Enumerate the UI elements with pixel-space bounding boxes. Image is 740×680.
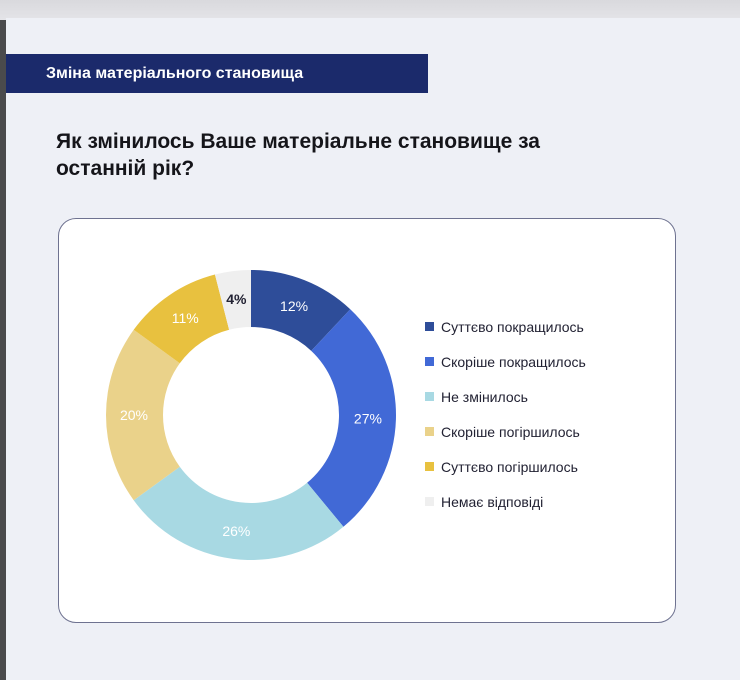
slice-value-label: 26%: [222, 523, 250, 539]
legend-item: Суттєво покращилось: [425, 309, 586, 344]
legend-label: Не змінилось: [441, 388, 528, 405]
donut-slice: [251, 270, 351, 351]
legend-item: Скоріше погіршилось: [425, 414, 586, 449]
chart-card: 12% 27% 26% 20% 11% 4% Суттєво покращилось Ско…: [58, 218, 676, 623]
chart-legend: Суттєво покращилось Скоріше покращилось Не…: [425, 309, 586, 519]
slice-value-label: 11%: [172, 310, 199, 326]
legend-item: Суттєво погіршилось: [425, 449, 586, 484]
donut-slice: [133, 274, 230, 364]
legend-label: Скоріше покращилось: [441, 353, 586, 370]
legend-swatch: [425, 357, 434, 366]
report-page: Зміна матеріального становища Як змінило…: [6, 18, 740, 680]
slice-value-label: 4%: [226, 291, 247, 307]
donut-slice: [214, 270, 251, 330]
question-heading: Як змінилось Ваше матеріальне становище …: [56, 130, 540, 180]
legend-label: Суттєво покращилось: [441, 318, 584, 335]
legend-label: Скоріше погіршилось: [441, 423, 580, 440]
donut-chart: 12% 27% 26% 20% 11% 4%: [106, 270, 396, 560]
donut-slice: [106, 329, 180, 501]
donut-slice: [133, 466, 344, 560]
legend-label: Суттєво погіршилось: [441, 458, 578, 475]
slice-value-label: 12%: [280, 298, 308, 314]
legend-item: Немає відповіді: [425, 484, 586, 519]
section-title-banner: Зміна матеріального становища: [6, 54, 428, 93]
legend-swatch: [425, 392, 434, 401]
legend-swatch: [425, 462, 434, 471]
legend-item: Скоріше покращилось: [425, 344, 586, 379]
legend-swatch: [425, 497, 434, 506]
slice-value-label: 27%: [354, 411, 382, 427]
legend-item: Не змінилось: [425, 379, 586, 414]
legend-swatch: [425, 322, 434, 331]
donut-slice: [307, 309, 396, 527]
legend-label: Немає відповіді: [441, 493, 544, 510]
top-bar: [0, 0, 740, 20]
slice-value-label: 20%: [120, 407, 148, 423]
legend-swatch: [425, 427, 434, 436]
